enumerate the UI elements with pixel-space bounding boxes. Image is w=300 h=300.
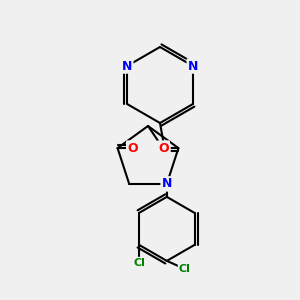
Text: N: N [162,177,172,190]
Text: S: S [160,145,169,158]
Text: O: O [158,142,169,154]
Text: N: N [188,59,198,73]
Text: Cl: Cl [179,264,191,274]
Text: Cl: Cl [133,258,145,268]
Text: N: N [122,59,132,73]
Text: O: O [127,142,138,154]
